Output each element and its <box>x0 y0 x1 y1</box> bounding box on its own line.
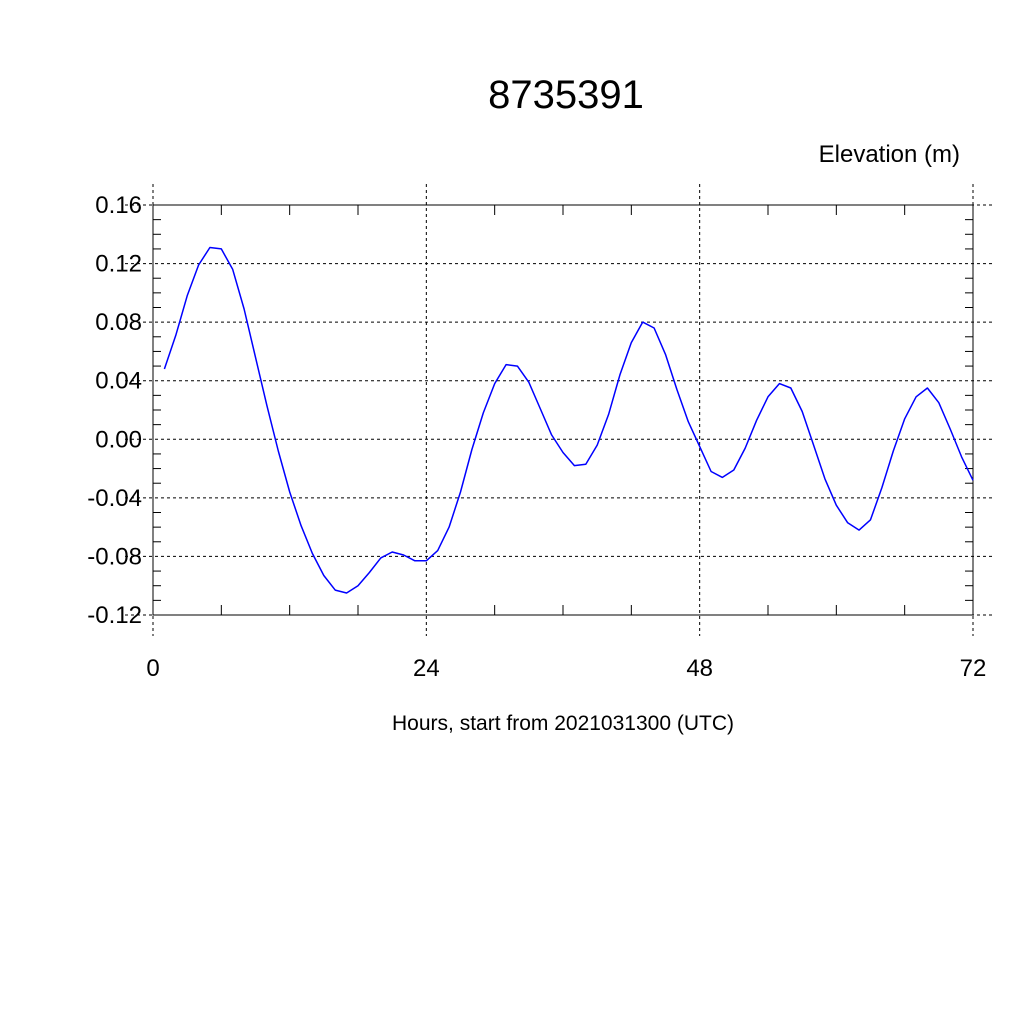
y-tick-label: 0.16 <box>95 192 142 219</box>
y-tick-label: -0.08 <box>87 543 142 570</box>
plot-frame <box>152 204 974 616</box>
x-tick-label: 0 <box>146 655 159 682</box>
y-tick-label: 0.08 <box>95 309 142 336</box>
x-tick-label: 72 <box>960 655 987 682</box>
y-tick-label: -0.12 <box>87 602 142 629</box>
gridlines <box>125 184 994 636</box>
x-tick-labels: 0 24 48 72 <box>146 655 986 682</box>
units-label: Elevation (m) <box>819 141 960 168</box>
y-tick-label: 0.04 <box>95 368 142 395</box>
y-tick-label: 0.00 <box>95 426 142 453</box>
x-tick-label: 24 <box>413 655 440 682</box>
series-lines <box>163 246 974 594</box>
axis-ticks <box>153 205 973 615</box>
series-line <box>163 246 974 594</box>
x-tick-label: 48 <box>686 655 713 682</box>
y-tick-labels: -0.12 -0.08 -0.04 0.00 0.04 0.08 0.12 0.16 <box>87 192 142 629</box>
y-tick-label: 0.12 <box>95 251 142 278</box>
y-tick-label: -0.04 <box>87 485 142 512</box>
chart-title: 8735391 <box>488 73 644 117</box>
x-axis-label: Hours, start from 2021031300 (UTC) <box>392 712 734 735</box>
